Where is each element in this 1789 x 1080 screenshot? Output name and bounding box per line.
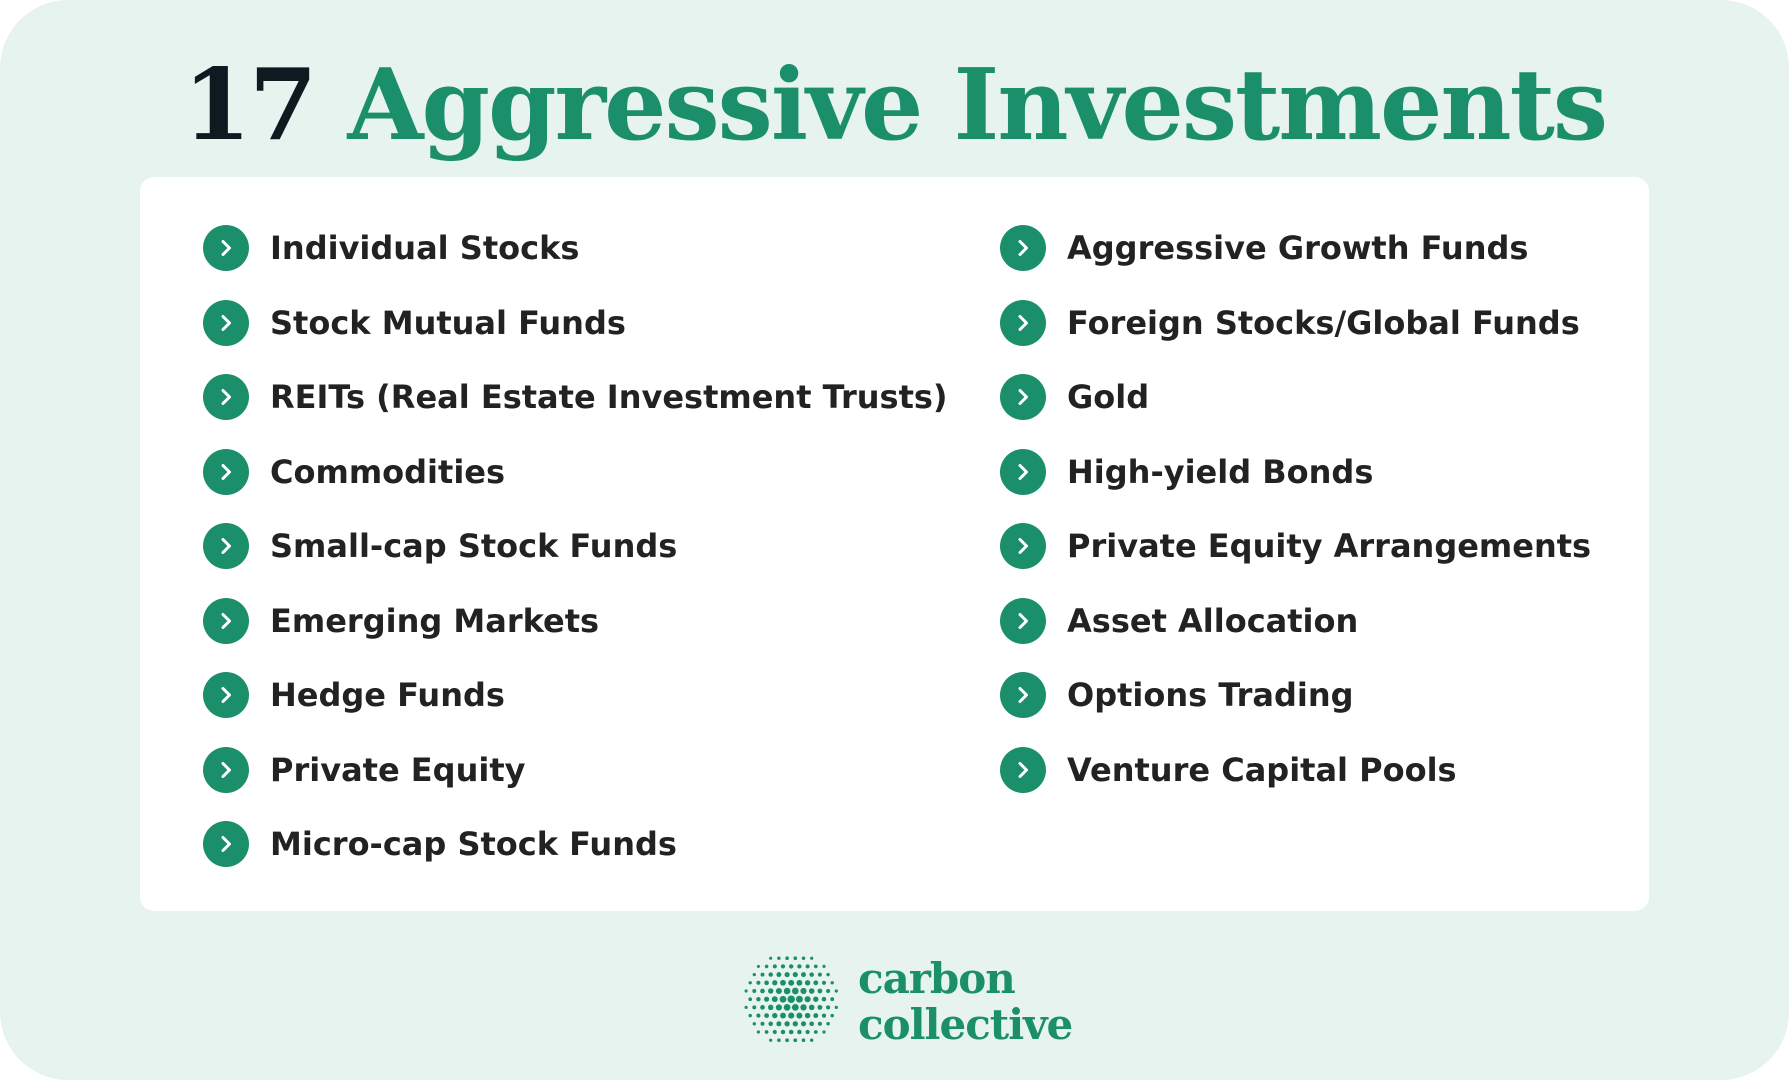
chevron-right-circle-icon [203, 597, 249, 644]
page-title: 17 Aggressive Investments [0, 46, 1789, 166]
chevron-right-circle-icon [203, 821, 249, 867]
list-item-individual-stocks: Individual Stocks [203, 223, 579, 273]
chevron-right-circle-icon [203, 374, 249, 420]
list-item-gold: Gold [1000, 372, 1149, 422]
list-item-label: Individual Stocks [270, 229, 580, 267]
list-item-label: Foreign Stocks/Global Funds [1067, 303, 1580, 342]
list-item-label: Gold [1067, 378, 1150, 416]
chevron-right-circle-icon [203, 448, 249, 495]
chevron-right-circle-icon [203, 672, 249, 718]
list-item-aggressive-growth-funds: Aggressive Growth Funds [1000, 223, 1528, 273]
list-item-label: REITs (Real Estate Investment Trusts) [270, 378, 948, 416]
list-item-label: Asset Allocation [1067, 601, 1359, 640]
list-item-label: Commodities [270, 452, 506, 491]
chevron-right-circle-icon [1000, 597, 1046, 644]
brand-line-1: carbon [858, 954, 1016, 1003]
list-item-micro-cap-stock-funds: Micro-cap Stock Funds [203, 819, 677, 869]
dotted-sphere-logo-icon [744, 956, 838, 1043]
list-item-label: Options Trading [1067, 676, 1354, 714]
chevron-right-circle-icon [203, 299, 249, 346]
list-item-commodities: Commodities [203, 447, 505, 497]
investment-list-card: Individual Stocks Stock Mutual Funds REITs… [140, 177, 1649, 911]
list-item-label: Micro-cap Stock Funds [270, 825, 677, 863]
chevron-right-circle-icon [203, 225, 249, 271]
list-item-emerging-markets: Emerging Markets [203, 596, 599, 646]
list-item-label: Stock Mutual Funds [270, 303, 626, 342]
chevron-right-circle-icon [1000, 672, 1046, 718]
list-item-label: Small-cap Stock Funds [270, 527, 678, 565]
list-item-reits-real-estate-investment-trusts: REITs (Real Estate Investment Trusts) [203, 372, 948, 422]
chevron-right-circle-icon [1000, 448, 1046, 495]
chevron-right-circle-icon [1000, 299, 1046, 346]
chevron-right-circle-icon [1000, 374, 1046, 420]
list-item-small-cap-stock-funds: Small-cap Stock Funds [203, 521, 677, 571]
list-item-foreign-stocks-global-funds: Foreign Stocks/Global Funds [1000, 298, 1580, 348]
list-item-label: Emerging Markets [270, 601, 600, 640]
list-item-label: Aggressive Growth Funds [1067, 229, 1529, 267]
list-item-label: Private Equity [270, 750, 526, 789]
list-item-stock-mutual-funds: Stock Mutual Funds [203, 298, 626, 348]
list-item-label: Private Equity Arrangements [1067, 527, 1592, 565]
chevron-right-circle-icon [1000, 746, 1046, 793]
list-item-private-equity-arrangements: Private Equity Arrangements [1000, 521, 1591, 571]
chevron-right-circle-icon [203, 746, 249, 793]
list-item-label: Hedge Funds [270, 676, 505, 714]
chevron-right-circle-icon [1000, 225, 1046, 271]
list-item-high-yield-bonds: High-yield Bonds [1000, 447, 1373, 497]
title-number: 17 [182, 48, 317, 163]
title-text: Aggressive Investments [347, 48, 1608, 163]
brand-logo: carbon collective [740, 948, 1080, 1052]
list-item-venture-capital-pools: Venture Capital Pools [1000, 745, 1457, 795]
chevron-right-circle-icon [203, 523, 249, 569]
list-item-options-trading: Options Trading [1000, 670, 1354, 720]
chevron-right-circle-icon [1000, 523, 1046, 569]
brand-line-2: collective [858, 1000, 1073, 1049]
brand-wordmark: carbon collective [858, 954, 1073, 1049]
list-item-label: High-yield Bonds [1067, 452, 1374, 491]
list-item-label: Venture Capital Pools [1067, 750, 1457, 789]
list-item-private-equity: Private Equity [203, 745, 525, 795]
list-item-asset-allocation: Asset Allocation [1000, 596, 1358, 646]
list-item-hedge-funds: Hedge Funds [203, 670, 505, 720]
